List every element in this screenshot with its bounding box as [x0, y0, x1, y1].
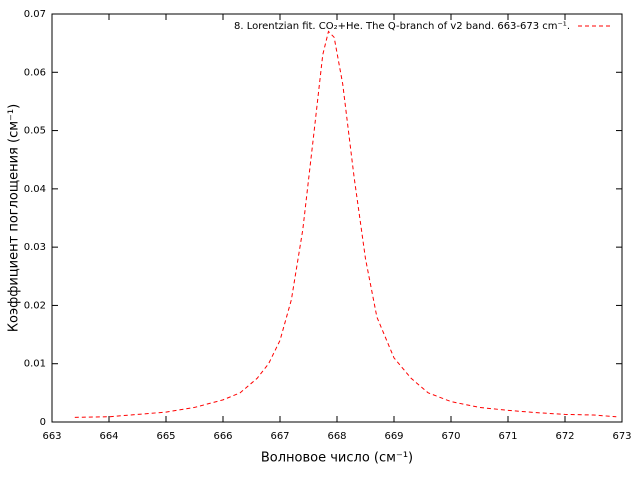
y-tick-label: 0.01	[24, 359, 46, 370]
x-tick-label: 672	[555, 431, 574, 442]
plot-border	[51, 13, 623, 423]
x-tick-label: 666	[213, 431, 232, 442]
x-tick-label: 669	[384, 431, 403, 442]
y-tick-label: 0	[40, 417, 46, 428]
y-tick-label: 0.05	[24, 126, 46, 137]
x-tick-label: 665	[156, 431, 175, 442]
x-tick-label: 670	[441, 431, 460, 442]
y-tick-label: 0.07	[24, 9, 46, 20]
y-tick-label: 0.06	[24, 67, 46, 78]
data-line	[74, 30, 617, 418]
y-axis-label: Коэффициент поглощения (см⁻¹)	[7, 104, 22, 332]
legend-label: 8. Lorentzian fit. CO₂+He. The Q-branch …	[234, 21, 570, 32]
x-tick-label: 667	[270, 431, 289, 442]
x-tick-label: 673	[612, 431, 631, 442]
y-tick-label: 0.03	[24, 242, 46, 253]
x-axis-label: Волновое число (см⁻¹)	[261, 451, 413, 466]
x-tick-label: 663	[42, 431, 61, 442]
x-tick-label: 664	[99, 431, 118, 442]
x-tick-label: 671	[498, 431, 517, 442]
x-tick-label: 668	[327, 431, 346, 442]
y-tick-label: 0.02	[24, 300, 46, 311]
y-tick-label: 0.04	[24, 184, 46, 195]
